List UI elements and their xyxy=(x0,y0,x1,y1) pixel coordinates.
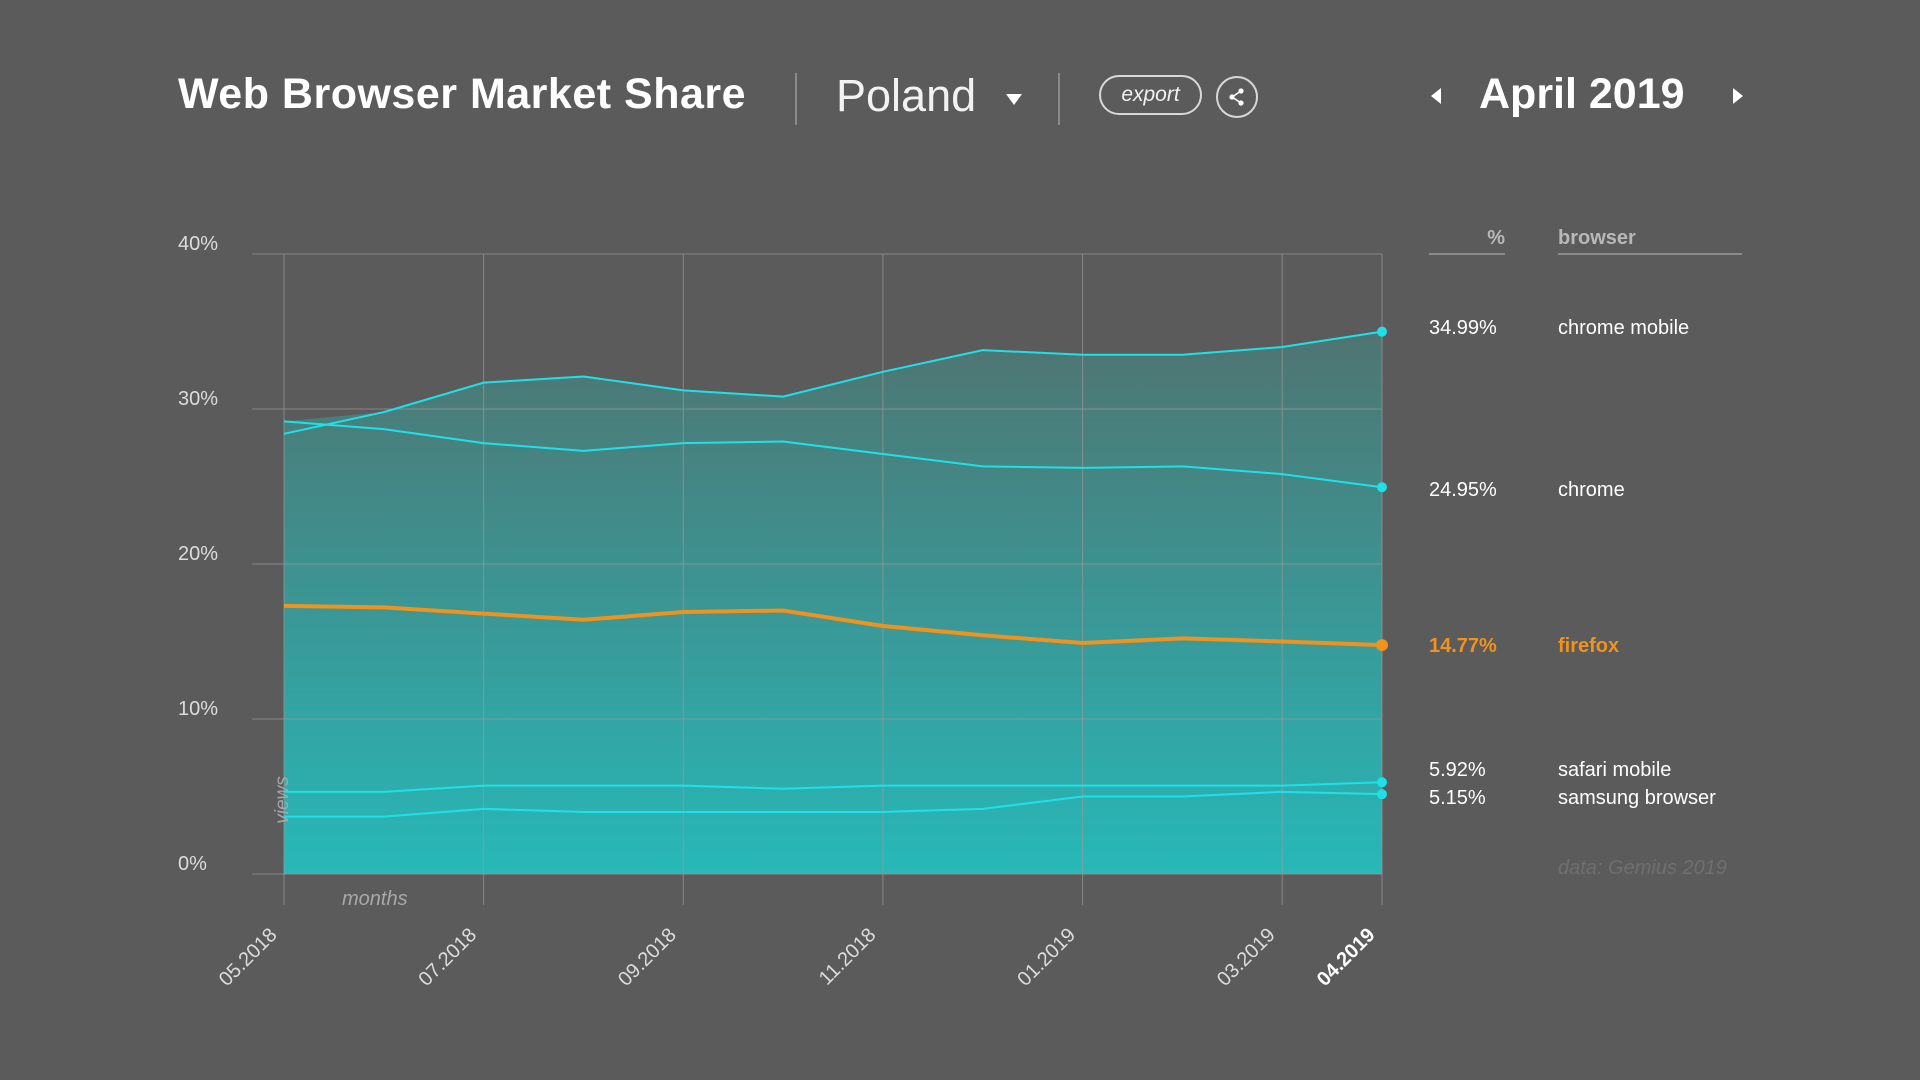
legend-percent: 14.77% xyxy=(1429,635,1497,657)
y-tick-label: 20% xyxy=(178,543,218,565)
arrow-left-icon[interactable] xyxy=(1431,88,1441,104)
country-selector[interactable]: Poland xyxy=(836,70,977,121)
header-divider xyxy=(1058,73,1060,125)
series-line xyxy=(284,790,1383,818)
series-end-point xyxy=(1377,777,1387,788)
current-month: April 2019 xyxy=(1479,70,1685,118)
chart-area xyxy=(284,331,1382,874)
legend-browser-name: chrome xyxy=(1558,479,1625,501)
legend-browser-name: firefox xyxy=(1558,635,1619,657)
series-line xyxy=(283,330,1383,435)
header-divider xyxy=(795,73,797,125)
legend-percent: 5.92% xyxy=(1429,759,1486,781)
x-tick-label: 07.2018 xyxy=(414,924,481,991)
legend-browser-name: safari mobile xyxy=(1558,759,1671,781)
series-end-point xyxy=(1377,789,1387,800)
data-source-note: data: Gemius 2019 xyxy=(1558,857,1727,879)
series-end-point xyxy=(1376,639,1388,652)
legend-browser-header: browser xyxy=(1558,227,1636,249)
y-tick-label: 40% xyxy=(178,233,218,255)
y-tick-label: 0% xyxy=(178,853,207,875)
chart-title: Web Browser Market Share xyxy=(178,70,747,118)
series-line xyxy=(283,603,1383,648)
x-tick-label: 09.2018 xyxy=(614,924,681,991)
x-tick-label: 01.2019 xyxy=(1013,924,1080,991)
legend-percent: 24.95% xyxy=(1429,479,1497,501)
caret-down-icon[interactable] xyxy=(1006,94,1022,105)
x-tick-label: 03.2019 xyxy=(1213,924,1280,991)
legend-browser-name: samsung browser xyxy=(1558,787,1716,809)
y-tick-label: 30% xyxy=(178,388,218,410)
export-button[interactable]: export xyxy=(1099,75,1202,115)
series-line xyxy=(284,781,1383,793)
x-axis-title: months xyxy=(342,888,408,910)
y-axis-title: views xyxy=(272,776,293,824)
x-tick-label: 05.2018 xyxy=(215,924,282,991)
y-tick-label: 10% xyxy=(178,698,218,720)
legend-percent-header: % xyxy=(1487,227,1505,249)
arrow-right-icon[interactable] xyxy=(1733,88,1743,104)
x-tick-label: 11.2018 xyxy=(815,924,881,990)
series-line xyxy=(283,420,1383,489)
legend-percent: 34.99% xyxy=(1429,317,1497,339)
series-end-point xyxy=(1377,326,1387,337)
series-end-point xyxy=(1377,482,1387,493)
legend-percent: 5.15% xyxy=(1429,787,1486,809)
x-tick-label: 04.2019 xyxy=(1313,924,1380,991)
share-button[interactable] xyxy=(1216,76,1258,118)
legend-browser-name: chrome mobile xyxy=(1558,317,1689,339)
share-icon xyxy=(1229,88,1244,106)
